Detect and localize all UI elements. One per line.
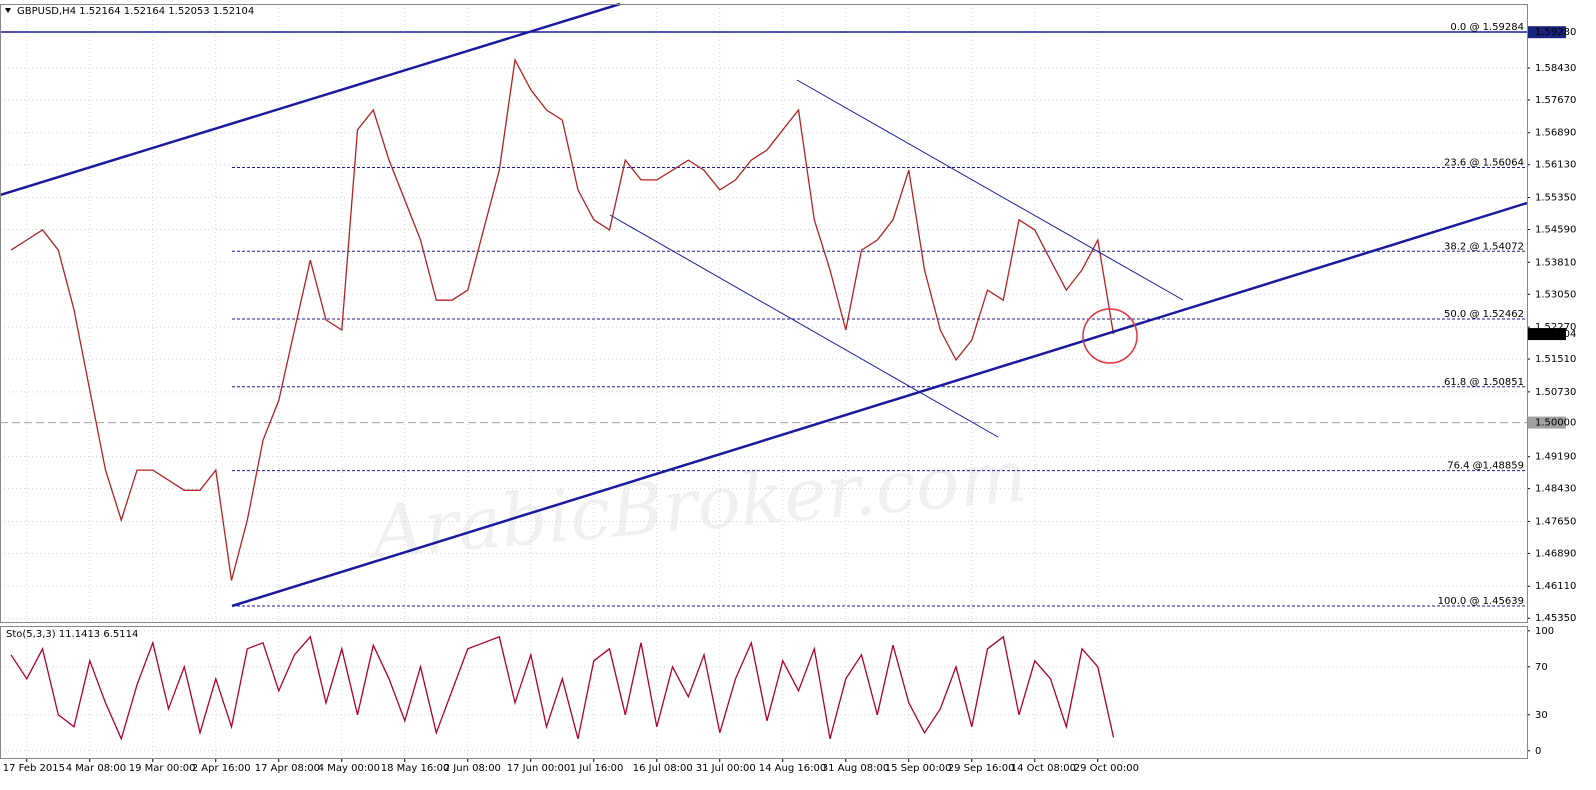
price-marker-label: 1.50000 [1535,418,1576,429]
y-tick-label: 1.56130 [1535,160,1576,171]
fib-label: 50.0 @ 1.52462 [1444,309,1524,320]
x-tick-label: 15 Sep 00:00 [885,763,952,774]
x-tick-label: 29 Oct 00:00 [1074,763,1139,774]
y-tick-label: 1.45350 [1535,613,1576,624]
y-tick-label: 1.48430 [1535,484,1576,495]
x-tick-label: 31 Jul 00:00 [696,763,756,774]
price-line [10,57,1115,581]
down-channel-upper [796,79,1184,301]
y-tick-label: 1.57670 [1535,95,1576,106]
y-tick-label: 1.49190 [1535,452,1576,463]
x-tick-label: 17 Apr 08:00 [255,763,320,774]
fib-label: 23.6 @ 1.56064 [1444,157,1524,168]
price-pane: 1.58430 1.57670 1.56890 1.56130 1.55350 1.545… [0,4,1576,774]
y-tick-label: 1.53810 [1535,257,1576,268]
sto-frame [0,626,1528,759]
price-marker [1528,26,1566,39]
y-tick-label: 0 [1535,746,1541,757]
x-tick-label: 17 Feb 2015 [3,763,65,774]
menu-arrow [5,8,11,13]
x-tick-label: 2 Jun 08:00 [444,763,501,774]
y-tick-label: 70 [1535,662,1548,673]
y-tick-label: 1.46890 [1535,548,1576,559]
y-tick-label: 1.51510 [1535,354,1576,365]
x-tick-label: 19 Mar 00:00 [129,763,196,774]
price-marker [1528,416,1566,429]
x-tick-label: 14 Oct 08:00 [1011,763,1076,774]
y-tick-label: 1.54590 [1535,224,1576,235]
price-frame [0,4,1528,623]
x-tick-label: 4 Mar 08:00 [66,763,126,774]
y-tick-label: 1.50730 [1535,387,1576,398]
x-tick-label: 17 Jun 00:00 [507,763,571,774]
x-tick-label: 1 Jul 16:00 [570,763,624,774]
x-tick-label: 18 May 16:00 [381,763,450,774]
x-tick-label: 2 Apr 16:00 [192,763,251,774]
price-marker [1528,328,1566,341]
fib-label: 76.4 @1.48859 [1447,461,1524,472]
stochastic-line [10,635,1115,741]
fib-label: 0.0 @ 1.59284 [1450,22,1524,33]
fib-label: 61.8 @ 1.50851 [1444,377,1524,388]
x-tick-label: 14 Aug 16:00 [759,763,826,774]
sto-title: Sto(5,3,3) 11.1413 6.5114 [6,629,138,640]
y-tick-label: 30 [1535,710,1548,721]
y-tick-label: 1.46110 [1535,581,1576,592]
channel-lower [231,201,1528,608]
price-marker-label: 1.59280 [1535,27,1576,38]
y-tick-label: 1.52270 [1535,322,1576,333]
x-tick-label: 16 Jul 08:00 [633,763,693,774]
y-tick-label: 1.55350 [1535,193,1576,204]
x-tick-label: 4 May 00:00 [318,763,380,774]
y-tick-label: 1.47650 [1535,516,1576,527]
y-tick-label: 1.53050 [1535,289,1576,300]
y-tick-label: 100 [1535,626,1554,637]
chart-title: GBPUSD,H4 1.52164 1.52164 1.52053 1.5210… [17,6,254,17]
x-tick-label: 31 Aug 08:00 [822,763,889,774]
trend-lines [0,2,1528,608]
channel-upper [0,2,621,197]
y-tick-label: 1.56890 [1535,128,1576,139]
y-tick-label: 1.58430 [1535,63,1576,74]
fib-label: 100.0 @ 1.45639 [1438,596,1524,607]
down-channel-lower [609,214,999,438]
highlight-circle [1082,308,1138,364]
x-tick-label: 29 Sep 16:00 [948,763,1015,774]
price-marker-label: 1.52104 [1535,329,1576,340]
fib-label: 38.2 @ 1.54072 [1444,241,1524,252]
